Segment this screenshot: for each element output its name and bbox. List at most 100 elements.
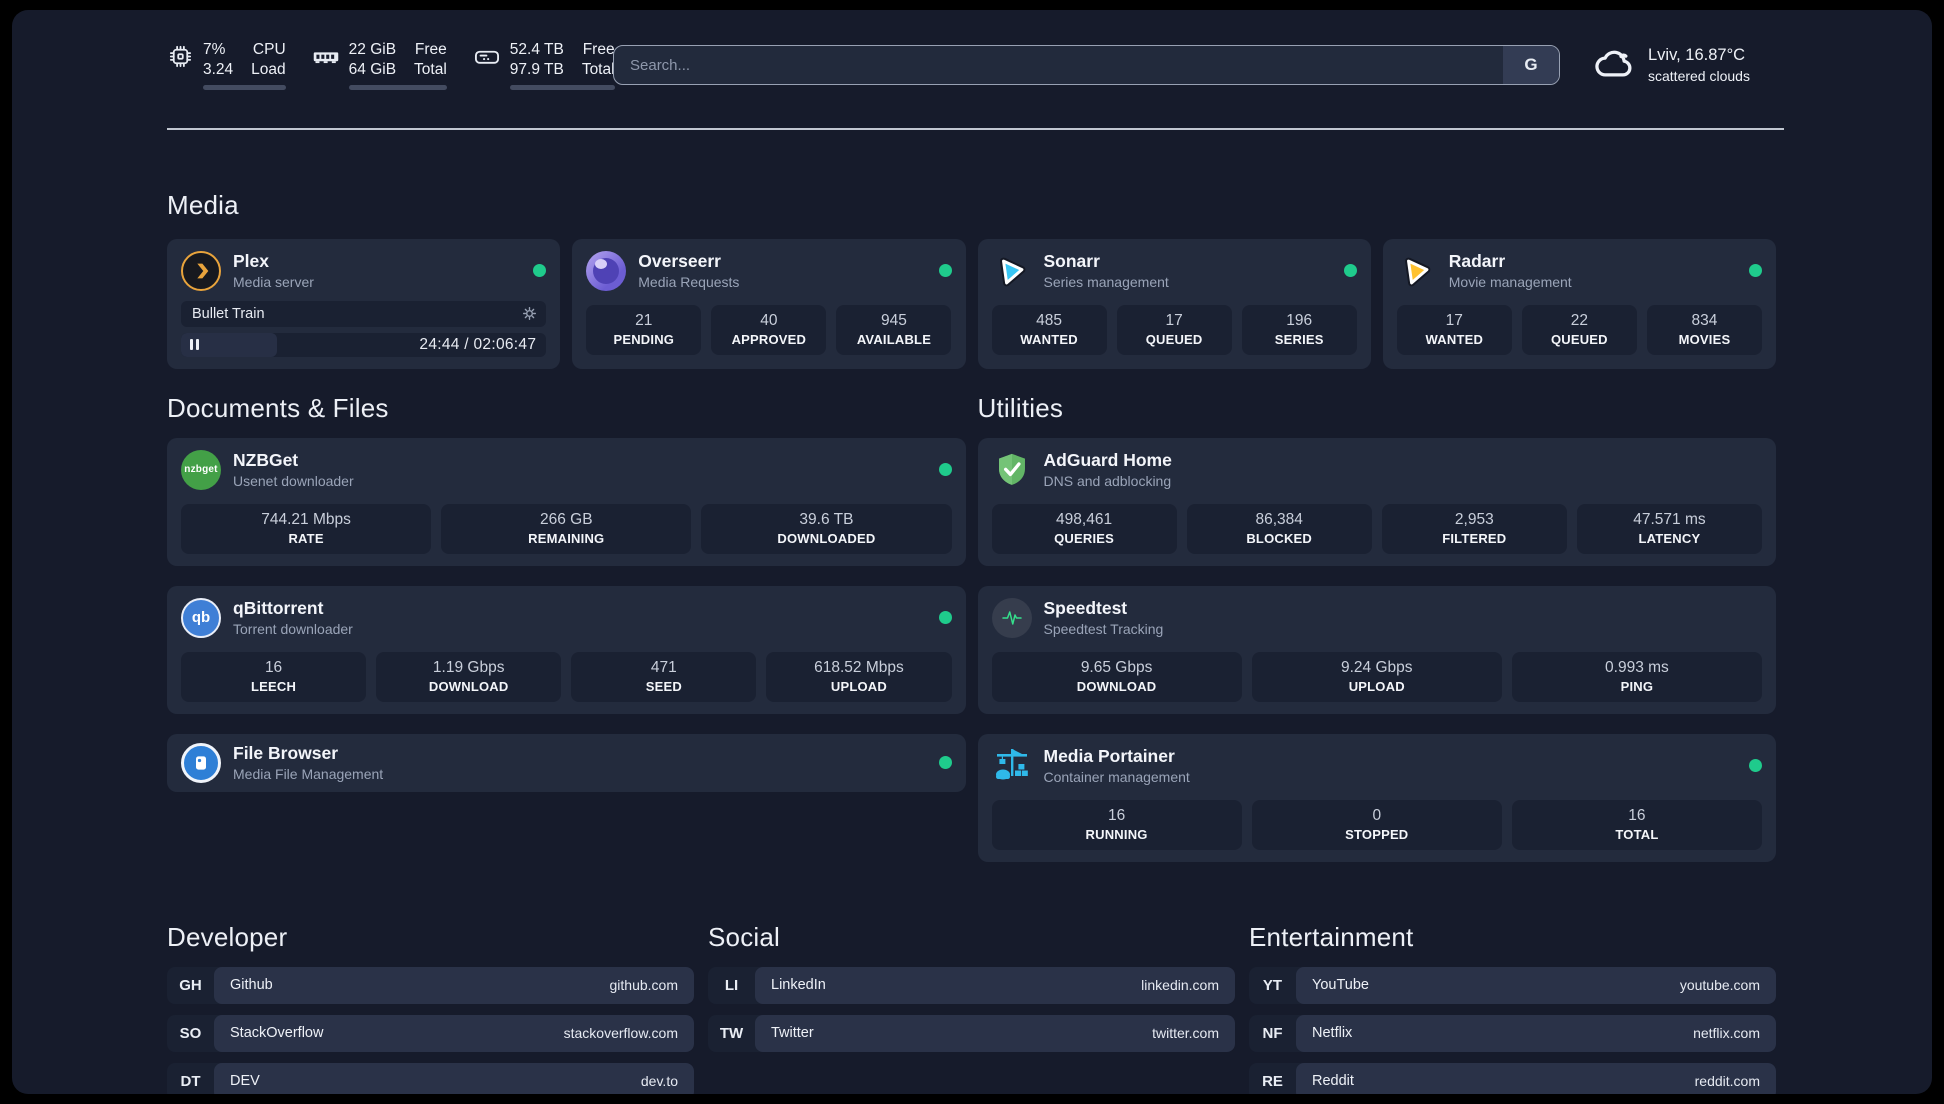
stat-value: 40 bbox=[760, 311, 778, 329]
sonarr-icon bbox=[992, 251, 1032, 291]
stat-value: 17 bbox=[1445, 311, 1463, 329]
bookmark-name: Twitter bbox=[771, 1025, 814, 1041]
app-card-overseerr[interactable]: Overseerr Media Requests 21 PENDING 40 A… bbox=[572, 238, 966, 369]
overseerr-icon bbox=[586, 250, 627, 291]
stat-label: QUEUED bbox=[1550, 331, 1608, 347]
stat-label: STOPPED bbox=[1345, 826, 1409, 842]
ram-free-value: 22 GiB bbox=[348, 41, 397, 59]
stat-tile-latency: 47.571 ms LATENCY bbox=[1576, 503, 1762, 554]
app-card-qbittorrent[interactable]: qb qBittorrent Torrent downloader 16 LEE… bbox=[167, 585, 966, 714]
stat-tile-wanted: 485 WANTED bbox=[991, 304, 1107, 355]
stat-tile-blocked: 86,384 BLOCKED bbox=[1186, 503, 1372, 554]
bookmark-name: Reddit bbox=[1312, 1073, 1354, 1089]
disk-icon bbox=[473, 43, 501, 76]
stat-value: 21 bbox=[635, 311, 653, 329]
stat-tile-download: 9.65 Gbps DOWNLOAD bbox=[991, 651, 1242, 702]
search-engine-button[interactable]: G bbox=[1503, 46, 1559, 84]
app-card-speedtest[interactable]: Speedtest Speedtest Tracking 9.65 Gbps D… bbox=[977, 585, 1776, 714]
bookmark-reddit[interactable]: RE Reddit reddit.com bbox=[1249, 1062, 1776, 1094]
app-card-radarr[interactable]: Radarr Movie management 17 WANTED 22 QUE… bbox=[1382, 238, 1776, 369]
gear-icon[interactable] bbox=[522, 306, 537, 321]
portainer-icon bbox=[992, 746, 1032, 786]
stat-label: WANTED bbox=[1020, 331, 1078, 347]
bookmark-name: Netflix bbox=[1312, 1025, 1353, 1041]
app-description: Media File Management bbox=[233, 766, 384, 782]
bookmark-url: twitter.com bbox=[1152, 1025, 1219, 1041]
app-card-adguard[interactable]: AdGuard Home DNS and adblocking 498,461 … bbox=[977, 437, 1776, 566]
bookmark-url: linkedin.com bbox=[1141, 977, 1219, 993]
app-description: DNS and adblocking bbox=[1043, 473, 1172, 489]
bookmark-url: github.com bbox=[609, 977, 678, 993]
stat-value: 2,953 bbox=[1454, 510, 1494, 528]
cpu-stat: 7% CPU 3.24 Load bbox=[167, 40, 286, 90]
cloud-icon bbox=[1590, 40, 1636, 91]
stat-tile-upload: 9.24 Gbps UPLOAD bbox=[1251, 651, 1502, 702]
bookmark-tag: NF bbox=[1262, 1024, 1283, 1042]
bookmark-name: YouTube bbox=[1312, 977, 1369, 993]
stat-tile-movies: 834 MOVIES bbox=[1646, 304, 1762, 355]
status-online-dot bbox=[938, 463, 952, 476]
bookmark-twitter[interactable]: TW Twitter twitter.com bbox=[708, 1014, 1235, 1052]
weather-condition: scattered clouds bbox=[1648, 67, 1750, 84]
search-input[interactable] bbox=[614, 46, 1503, 84]
stat-label: RUNNING bbox=[1085, 826, 1148, 842]
bookmark-tag: RE bbox=[1262, 1072, 1283, 1090]
stat-value: 47.571 ms bbox=[1633, 510, 1706, 528]
memory-stat: 22 GiB Free 64 GiB Total bbox=[312, 40, 447, 90]
stat-label: DOWNLOAD bbox=[428, 678, 509, 694]
bookmark-url: youtube.com bbox=[1679, 977, 1760, 993]
system-stats: 7% CPU 3.24 Load bbox=[167, 40, 615, 90]
app-description: Movie management bbox=[1448, 274, 1572, 290]
stat-label: PENDING bbox=[613, 331, 675, 347]
stat-value: 16 bbox=[1628, 806, 1646, 824]
section-title-social: Social bbox=[708, 921, 781, 952]
app-description: Media server bbox=[233, 274, 314, 290]
ram-icon bbox=[312, 43, 340, 76]
bookmark-netflix[interactable]: NF Netflix netflix.com bbox=[1249, 1014, 1776, 1052]
stat-tile-filtered: 2,953 FILTERED bbox=[1381, 503, 1567, 554]
section-title-entertainment: Entertainment bbox=[1249, 921, 1414, 952]
stat-label: SEED bbox=[645, 678, 682, 694]
bookmark-section-social: Social LI LinkedIn linkedin.com TW Twitt… bbox=[708, 922, 1235, 1095]
app-description: Media Requests bbox=[638, 274, 740, 290]
bookmark-dev[interactable]: DT DEV dev.to bbox=[167, 1062, 694, 1094]
bookmark-tag: LI bbox=[724, 976, 739, 994]
pause-icon[interactable] bbox=[190, 339, 199, 350]
stat-tile-queued: 17 QUEUED bbox=[1116, 304, 1232, 355]
bookmark-tag: SO bbox=[179, 1024, 202, 1042]
playback-progress[interactable] bbox=[181, 332, 277, 357]
stat-value: 9.65 Gbps bbox=[1080, 658, 1153, 676]
stat-label: AVAILABLE bbox=[856, 331, 932, 347]
app-name: Overseerr bbox=[638, 251, 721, 271]
stat-value: 498,461 bbox=[1056, 510, 1113, 528]
app-card-plex[interactable]: Plex Media server Bullet Train bbox=[167, 238, 561, 369]
bookmark-stackoverflow[interactable]: SO StackOverflow stackoverflow.com bbox=[167, 1014, 694, 1052]
stat-tile-wanted: 17 WANTED bbox=[1396, 304, 1512, 355]
app-card-portainer[interactable]: Media Portainer Container management 16 … bbox=[977, 733, 1776, 862]
bookmark-linkedin[interactable]: LI LinkedIn linkedin.com bbox=[708, 966, 1235, 1004]
stat-label: DOWNLOADED bbox=[777, 530, 876, 546]
stat-value: 9.24 Gbps bbox=[1340, 658, 1413, 676]
stat-tile-rate: 744.21 Mbps RATE bbox=[181, 503, 432, 554]
speedtest-icon bbox=[991, 597, 1032, 638]
playback-bar[interactable]: 24:44 / 02:06:47 bbox=[181, 332, 547, 357]
weather-widget[interactable]: Lviv, 16.87°C scattered clouds bbox=[1590, 40, 1776, 91]
stat-tile-ping: 0.993 ms PING bbox=[1511, 651, 1763, 702]
app-card-sonarr[interactable]: Sonarr Series management 485 WANTED 17 Q… bbox=[977, 238, 1371, 369]
ram-total-label: Total bbox=[414, 61, 447, 78]
bookmark-youtube[interactable]: YT YouTube youtube.com bbox=[1249, 966, 1776, 1004]
app-card-filebrowser[interactable]: File Browser Media File Management bbox=[167, 733, 966, 792]
cpu-icon bbox=[167, 43, 194, 75]
stat-label: BLOCKED bbox=[1246, 530, 1313, 546]
stat-tile-series: 196 SERIES bbox=[1241, 304, 1357, 355]
status-online-dot bbox=[1749, 264, 1762, 277]
stat-label: RATE bbox=[288, 530, 324, 546]
disk-free-label: Free bbox=[582, 41, 615, 59]
app-description: Container management bbox=[1043, 769, 1190, 785]
stat-label: WANTED bbox=[1425, 331, 1484, 347]
bookmark-github[interactable]: GH Github github.com bbox=[167, 966, 694, 1004]
app-card-nzbget[interactable]: nzbget NZBGet Usenet downloader 744.21 M… bbox=[167, 437, 966, 566]
stat-label: UPLOAD bbox=[1348, 678, 1405, 694]
disk-free-value: 52.4 TB bbox=[509, 41, 564, 59]
now-playing-title-bar: Bullet Train bbox=[181, 300, 547, 327]
